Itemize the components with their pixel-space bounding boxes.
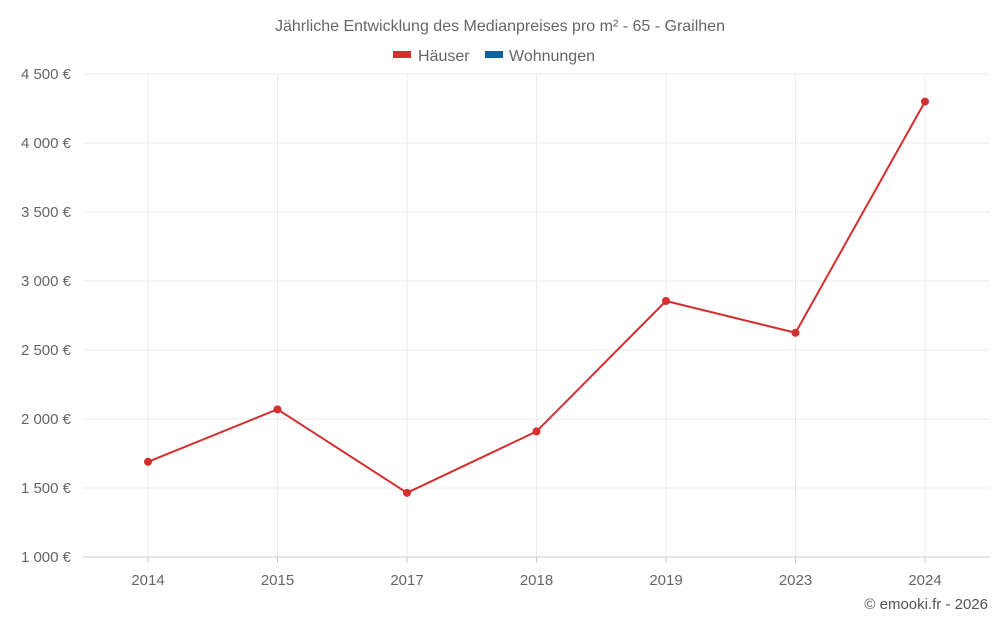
chart-title: Jährliche Entwicklung des Medianpreises … bbox=[275, 18, 725, 35]
legend-swatch-1[interactable] bbox=[485, 51, 503, 58]
y-axis: 4 500 € 4 000 € 3 500 € 3 000 € 2 500 € 2 000… bbox=[21, 66, 72, 566]
y-tick-label: 3 500 € bbox=[21, 204, 72, 221]
y-tick-label: 2 000 € bbox=[21, 411, 72, 428]
credit-text: © emooki.fr - 2026 bbox=[864, 596, 988, 613]
y-tick-label: 1 000 € bbox=[21, 549, 72, 566]
x-tick-label: 2024 bbox=[908, 572, 941, 589]
legend: Häuser Wohnungen bbox=[393, 48, 595, 65]
x-tick-label: 2023 bbox=[779, 572, 812, 589]
y-tick-label: 3 000 € bbox=[21, 273, 72, 290]
data-point[interactable] bbox=[144, 457, 152, 466]
x-tick-label: 2017 bbox=[390, 572, 423, 589]
legend-label-1[interactable]: Wohnungen bbox=[509, 48, 595, 65]
data-point[interactable] bbox=[273, 405, 282, 414]
data-point[interactable] bbox=[662, 297, 670, 306]
y-tick-label: 4 500 € bbox=[21, 66, 72, 83]
data-point[interactable] bbox=[403, 488, 411, 497]
y-tick-label: 2 500 € bbox=[21, 342, 72, 359]
x-tick-label: 2014 bbox=[131, 572, 164, 589]
y-tick-label: 1 500 € bbox=[21, 480, 72, 497]
x-tick-label: 2018 bbox=[520, 572, 553, 589]
series-layer bbox=[144, 97, 929, 497]
x-axis: 2014 2015 2017 2018 2019 2023 2024 bbox=[83, 556, 990, 589]
gridlines bbox=[83, 73, 990, 557]
legend-label-0[interactable]: Häuser bbox=[418, 48, 470, 65]
data-point[interactable] bbox=[532, 427, 541, 436]
legend-swatch-0[interactable] bbox=[393, 51, 411, 58]
data-point[interactable] bbox=[791, 328, 800, 337]
y-tick-label: 4 000 € bbox=[21, 135, 72, 152]
data-point[interactable] bbox=[921, 97, 929, 106]
x-tick-label: 2019 bbox=[649, 572, 682, 589]
x-tick-label: 2015 bbox=[261, 572, 294, 589]
